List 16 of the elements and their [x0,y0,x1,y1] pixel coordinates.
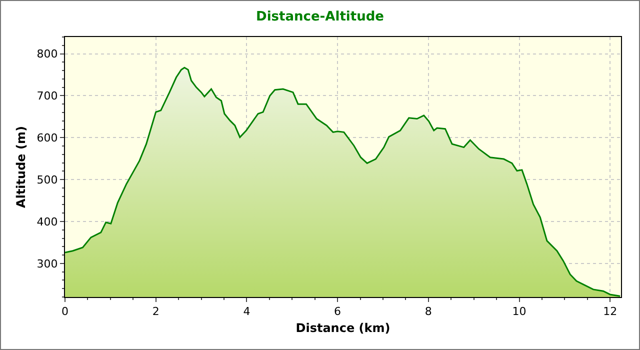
x-tick-label: 4 [243,305,250,318]
y-tick-label: 700 [36,90,58,103]
y-tick-label: 800 [36,48,58,61]
y-tick-label: 600 [36,132,58,144]
y-axis-title: Altitude (m) [14,126,28,208]
x-tick-label: 2 [152,305,160,318]
chart-title: Distance-Altitude [256,10,384,25]
y-tick-label: 500 [36,173,58,186]
x-tick-label: 8 [424,305,432,318]
x-tick-label: 6 [334,305,342,318]
x-tick-label: 0 [62,305,68,318]
x-tick-label: 12 [603,305,618,318]
x-axis-title: Distance (km) [296,321,390,336]
y-tick-label: 300 [36,257,58,270]
y-tick-label: 400 [36,215,58,228]
x-tick-label: 10 [512,305,526,318]
